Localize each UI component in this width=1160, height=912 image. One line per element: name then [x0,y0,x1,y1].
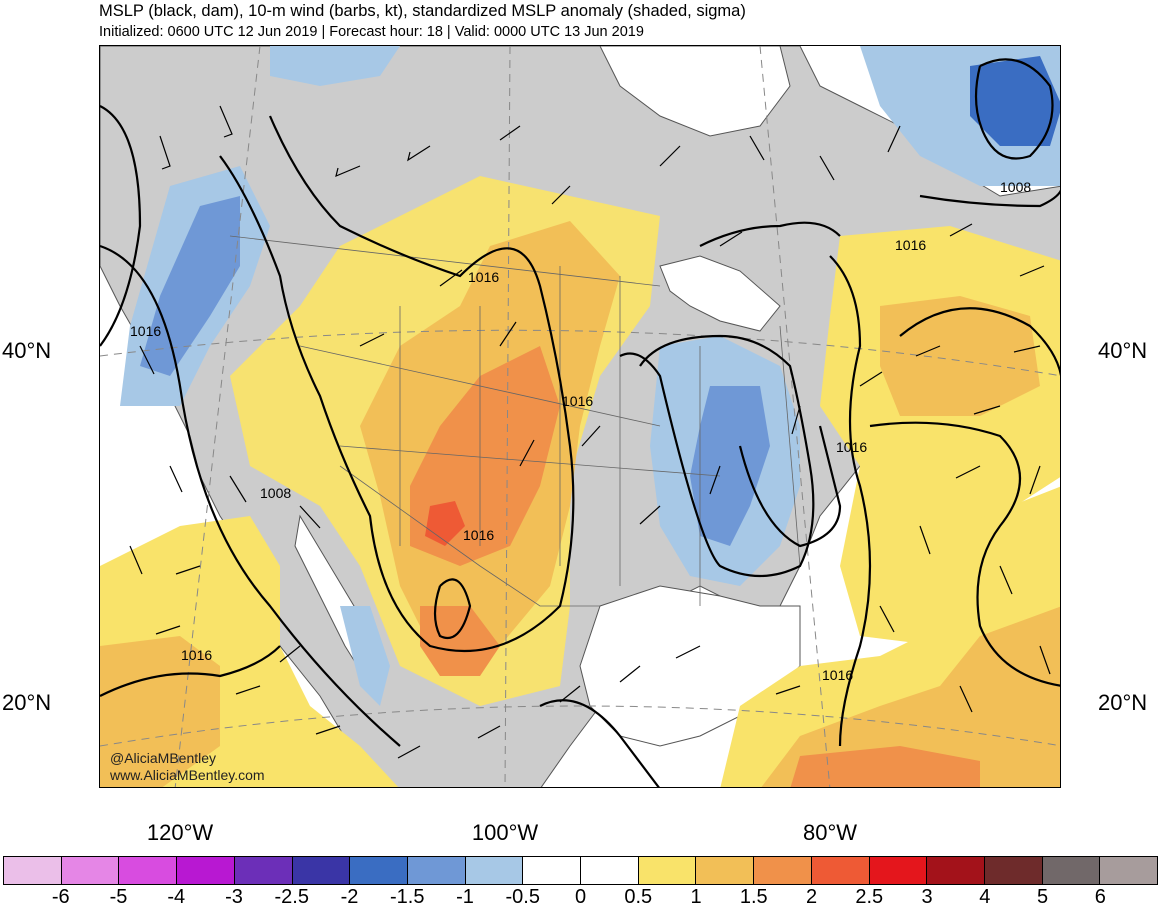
colorbar-swatch [119,857,178,884]
colorbar-swatch [465,857,524,884]
wind-barbs [129,105,1051,759]
graticule [100,46,1060,787]
chart-subtitle: Initialized: 0600 UTC 12 Jun 2019 | Fore… [99,24,644,40]
colorbar-tick-label: -5 [109,886,128,908]
colorbar-tick-label: -4 [167,886,186,908]
colorbar-swatch [811,857,870,884]
lat-label-40n-left: 40°N [2,338,52,363]
state-borders [229,235,801,607]
colorbar-swatch [1100,857,1158,884]
contour-label: 1008 [260,485,291,501]
lon-label-100w: 100°W [471,820,539,845]
contour-label: 1016 [822,667,853,683]
contour-label: 1016 [895,237,926,253]
anomaly-pos1-east [880,296,1040,416]
colorbar-tick-label: 2 [805,886,818,908]
colorbar-swatch [696,857,755,884]
contour-label: 1008 [1000,179,1031,195]
colorbar-swatch [292,857,351,884]
colorbar-tick-label: -3 [225,886,243,908]
colorbar-swatch [638,857,697,884]
colorbar-swatch [927,857,985,884]
colorbar-tick-label: 6 [1094,886,1106,908]
colorbar-swatch [523,857,582,884]
great-lakes [659,255,781,332]
hudson-bay [599,46,791,137]
colorbar-swatch [4,857,62,884]
colorbar-tick-label: 1.5 [739,886,768,908]
contour-label: 1016 [562,393,593,409]
anomaly-neg-north [270,46,400,86]
colorbar-tick-label: 3 [921,886,933,908]
credit-site: www.AliciaMBentley.com [110,767,265,783]
anomaly-neg1-ohio [690,386,770,546]
anomaly-neg-baja [340,606,390,706]
anomaly-pos2-central [425,501,465,546]
lat-label-20n-left: 20°N [2,690,52,715]
colorbar-swatch [234,857,293,884]
contour-label: 1016 [468,269,499,285]
colorbar-tick-label: -1 [456,886,474,908]
colorbar-tick-label: -1.5 [390,886,425,908]
contour-label: 1016 [463,527,494,543]
lon-label-120w: 120°W [146,820,214,845]
lat-label-20n-right: 20°N [1098,690,1148,715]
colorbar-tick-label: -6 [51,886,70,908]
colorbar-swatch [407,857,466,884]
anomaly-pos15-caribbean [790,746,980,787]
colorbar-tick-label: -0.5 [505,886,540,908]
anomaly-neg15-northeast [970,56,1060,146]
colorbar-swatch [581,857,639,884]
colorbar-tick-label: 1 [690,886,702,908]
lat-label-40n-right: 40°N [1098,338,1148,363]
contour-labels: 1016 1016 1016 1016 1008 1008 1016 1016 … [130,179,1031,683]
colorbar-tick-label: -2.5 [274,886,309,908]
colorbar-swatch [61,857,120,884]
credit-handle: @AliciaMBentley [110,750,217,766]
colorbar-tick-label: 5 [1036,886,1049,908]
lon-label-80w: 80°W [802,820,858,845]
colorbar-swatch [869,857,928,884]
anomaly-pos1-atlantic [761,606,1060,787]
map-svg: 1016 1016 1016 1016 1008 1008 1016 1016 … [100,46,1060,787]
colorbar [3,856,1158,885]
contour-label: 1016 [836,439,867,455]
colorbar-swatch [754,857,812,884]
map-panel: 1016 1016 1016 1016 1008 1008 1016 1016 … [99,45,1061,788]
contour-label: 1016 [130,323,161,339]
anomaly-neg1-west [140,196,240,376]
colorbar-swatch [1042,857,1101,884]
colorbar-tick-label: 2.5 [855,886,884,908]
chart-title: MSLP (black, dam), 10-m wind (barbs, kt)… [99,2,746,20]
colorbar-tick-label: 4 [979,886,991,908]
colorbar-tick-label: -2 [340,886,359,908]
colorbar-swatch [350,857,408,884]
anomaly-pos-mexico [420,606,500,676]
contour-label: 1016 [181,647,212,663]
colorbar-swatch [177,857,235,884]
colorbar-tick-label: 0.5 [624,886,653,908]
colorbar-tick-label: 0 [574,886,587,908]
colorbar-swatch [984,857,1043,884]
